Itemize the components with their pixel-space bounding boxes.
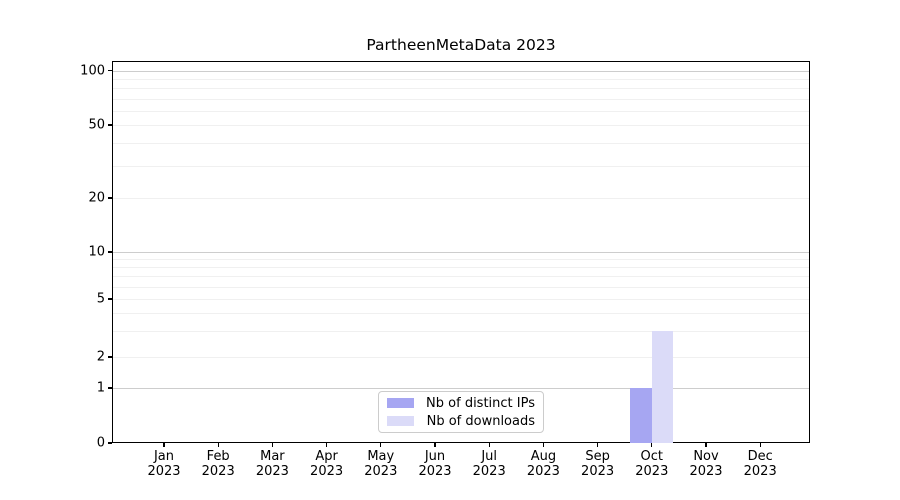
y-tick-mark: [108, 442, 112, 444]
y-tick-label: 10: [88, 244, 105, 260]
gridline-minor: [113, 198, 809, 199]
y-tick-label: 50: [88, 117, 105, 133]
gridline-minor: [113, 286, 809, 288]
x-tick-mark: [271, 443, 273, 447]
legend-swatch-distinct-ips: [387, 398, 414, 408]
x-tick-mark: [651, 443, 653, 447]
x-tick-year: 2023: [472, 464, 506, 479]
legend-item-distinct-ips: Nb of distinct IPs: [387, 396, 535, 411]
x-tick-mark: [488, 443, 490, 447]
y-tick-label: 1: [96, 380, 105, 396]
x-tick-label: May 2023: [351, 449, 411, 479]
y-tick-mark: [108, 298, 112, 300]
plot-area: [112, 61, 810, 443]
x-tick-label: Sep 2023: [568, 449, 628, 479]
gridline-minor: [113, 267, 809, 269]
x-tick-year: 2023: [635, 464, 669, 479]
x-tick-year: 2023: [364, 464, 398, 479]
x-tick-year: 2023: [255, 464, 289, 479]
x-tick-label: Feb 2023: [188, 449, 248, 479]
x-tick-label: Jan 2023: [134, 449, 194, 479]
gridline-minor: [113, 276, 809, 278]
x-tick-year: 2023: [310, 464, 344, 479]
legend-label-downloads: Nb of downloads: [426, 413, 535, 429]
gridline-minor: [113, 299, 809, 300]
chart-title: PartheenMetaData 2023: [366, 36, 556, 54]
legend-swatch-downloads: [387, 416, 414, 426]
gridline-minor: [113, 98, 809, 100]
x-tick-year: 2023: [743, 464, 777, 479]
gridline-minor: [113, 142, 809, 144]
x-tick-mark: [434, 443, 436, 447]
x-tick-year: 2023: [526, 464, 560, 479]
x-tick-mark: [163, 443, 165, 447]
x-tick-label: Nov 2023: [676, 449, 736, 479]
x-tick-year: 2023: [689, 464, 723, 479]
gridline-minor: [113, 78, 809, 80]
x-tick-label: Dec 2023: [730, 449, 790, 479]
x-tick-year: 2023: [581, 464, 615, 479]
x-tick-mark: [542, 443, 544, 447]
x-tick-mark: [759, 443, 761, 447]
y-tick-label: 0: [96, 435, 105, 451]
gridline-major: [113, 388, 809, 389]
y-tick-label: 2: [96, 349, 105, 365]
x-tick-label: Jul 2023: [459, 449, 519, 479]
y-tick-label: 5: [96, 291, 105, 307]
legend-label-distinct-ips: Nb of distinct IPs: [426, 395, 535, 411]
x-tick-year: 2023: [201, 464, 235, 479]
x-tick-label: Aug 2023: [513, 449, 573, 479]
gridline-minor: [113, 125, 809, 126]
x-tick-mark: [380, 443, 382, 447]
x-tick-mark: [705, 443, 707, 447]
x-tick-year: 2023: [418, 464, 452, 479]
x-tick-mark: [326, 443, 328, 447]
x-tick-label: Jun 2023: [405, 449, 465, 479]
y-tick-mark: [108, 387, 112, 389]
x-tick-mark: [597, 443, 599, 447]
gridline-minor: [113, 259, 809, 261]
gridline-minor: [113, 313, 809, 315]
bar-nb-of-distinct-ips: [630, 388, 652, 443]
legend: Nb of distinct IPs Nb of downloads: [378, 391, 544, 433]
x-tick-mark: [217, 443, 219, 447]
gridline-major: [113, 70, 809, 72]
gridline-minor: [113, 165, 809, 167]
y-tick-label: 20: [88, 190, 105, 206]
y-tick-mark: [108, 197, 112, 199]
y-tick-label: 100: [80, 63, 105, 78]
x-tick-label: Mar 2023: [242, 449, 302, 479]
bar-nb-of-downloads: [651, 331, 674, 443]
x-tick-label: Oct 2023: [622, 449, 682, 479]
x-tick-label: Apr 2023: [297, 449, 357, 479]
gridline-minor: [113, 88, 809, 90]
gridline-minor: [113, 331, 809, 333]
gridline-major: [113, 252, 809, 253]
y-tick-mark: [108, 251, 112, 253]
legend-item-downloads: Nb of downloads: [387, 414, 535, 429]
gridline-minor: [113, 357, 809, 358]
x-tick-year: 2023: [147, 464, 181, 479]
y-tick-mark: [108, 356, 112, 358]
gridline-minor: [113, 110, 809, 112]
y-tick-mark: [108, 124, 112, 126]
y-tick-mark: [108, 69, 112, 72]
